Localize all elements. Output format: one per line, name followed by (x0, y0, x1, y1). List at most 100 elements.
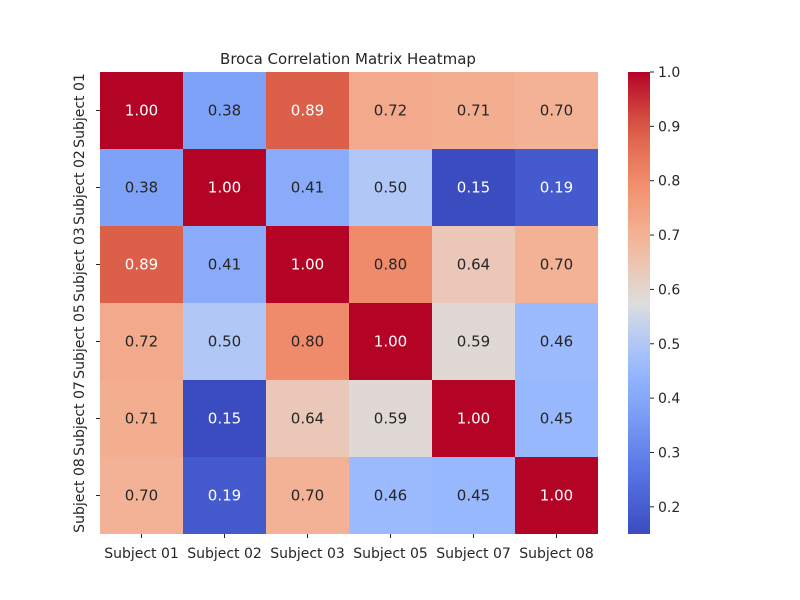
cell-value-label: 0.70 (540, 102, 573, 120)
cell-value-label: 0.80 (291, 333, 324, 351)
cell-value-label: 1.00 (291, 256, 324, 274)
colorbar-tick-label: 0.4 (658, 391, 680, 407)
cell-value-label: 0.15 (457, 179, 490, 197)
heatmap-cell (349, 226, 432, 303)
cell-value-label: 0.59 (457, 333, 490, 351)
heatmap-cell (515, 72, 598, 149)
heatmap-cell (432, 149, 515, 226)
column-labels: Subject 01 Subject 02 Subject 03 Subject 05… (104, 534, 594, 562)
cell-value-label: 0.46 (374, 487, 407, 505)
cell-value-label: 0.41 (208, 256, 241, 274)
heatmap-cell (183, 457, 266, 534)
heatmap-cell (183, 380, 266, 457)
cell-value-label: 0.89 (291, 102, 324, 120)
heatmap-cell (100, 226, 183, 303)
cell-value-label: 1.00 (457, 410, 490, 428)
heatmap-cell (515, 149, 598, 226)
cell-value-label: 0.59 (374, 410, 407, 428)
cell-value-label: 0.80 (374, 256, 407, 274)
cell-value-label: 0.72 (374, 102, 407, 120)
heatmap-cell (432, 380, 515, 457)
heatmap-cell (266, 457, 349, 534)
cell-value-label: 0.45 (457, 487, 490, 505)
heatmap-cell (515, 303, 598, 380)
heatmap-cell (183, 226, 266, 303)
heatmap-cell (183, 72, 266, 149)
colorbar-tick-label: 0.5 (658, 337, 680, 353)
heatmap-cell (266, 149, 349, 226)
heatmap-cell (432, 303, 515, 380)
cell-value-label: 0.41 (291, 179, 324, 197)
cell-value-label: 0.50 (208, 333, 241, 351)
cell-value-label: 0.71 (457, 102, 490, 120)
colorbar-tick-label: 1.0 (658, 65, 680, 81)
heatmap-cell (349, 72, 432, 149)
row-label: Subject 08 (72, 458, 88, 533)
column-label: Subject 07 (436, 546, 511, 562)
cell-value-label: 0.70 (291, 487, 324, 505)
heatmap-cell (100, 457, 183, 534)
colorbar-tick-label: 0.7 (658, 228, 680, 244)
cell-value-label: 1.00 (125, 102, 158, 120)
row-label: Subject 02 (72, 150, 88, 225)
column-label: Subject 05 (353, 546, 428, 562)
cell-value-label: 0.19 (540, 179, 573, 197)
heatmap-cell (100, 72, 183, 149)
heatmap-cell (432, 226, 515, 303)
cell-value-label: 1.00 (374, 333, 407, 351)
cell-value-label: 0.50 (374, 179, 407, 197)
heatmap-cells: 1.00 0.38 0.89 0.72 0.71 0.70 0.38 1.00 0.41 0.50… (100, 72, 598, 534)
colorbar: 0.2 0.3 0.4 0.5 0.6 0.7 0.8 0.9 1.0 (628, 65, 680, 534)
column-label: Subject 03 (270, 546, 345, 562)
cell-value-label: 0.71 (125, 410, 158, 428)
row-label: Subject 03 (72, 227, 88, 302)
colorbar-tick-label: 0.9 (658, 119, 680, 135)
colorbar-tick-label: 0.6 (658, 282, 680, 298)
heatmap-cell (515, 226, 598, 303)
cell-value-label: 0.70 (540, 256, 573, 274)
column-label: Subject 08 (519, 546, 594, 562)
row-labels: Subject 01 Subject 02 Subject 03 Subject 05… (72, 73, 100, 533)
cell-value-label: 0.72 (125, 333, 158, 351)
cell-value-label: 0.45 (540, 410, 573, 428)
cell-value-label: 0.89 (125, 256, 158, 274)
heatmap-cell (266, 303, 349, 380)
heatmap-cell (432, 457, 515, 534)
heatmap-cell (349, 457, 432, 534)
colorbar-tick-label: 0.3 (658, 445, 680, 461)
cell-value-label: 0.38 (125, 179, 158, 197)
heatmap-cell (100, 149, 183, 226)
column-label: Subject 01 (104, 546, 179, 562)
cell-value-label: 0.15 (208, 410, 241, 428)
cell-value-label: 0.46 (540, 333, 573, 351)
cell-value-label: 0.38 (208, 102, 241, 120)
heatmap-cell (183, 149, 266, 226)
chart-title: Broca Correlation Matrix Heatmap (220, 50, 476, 68)
row-label: Subject 05 (72, 304, 88, 379)
row-label: Subject 01 (72, 73, 88, 148)
cell-value-label: 1.00 (540, 487, 573, 505)
column-label: Subject 02 (187, 546, 262, 562)
colorbar-tick-label: 0.8 (658, 174, 680, 190)
colorbar-tick-label: 0.2 (658, 500, 680, 516)
heatmap-cell (349, 149, 432, 226)
heatmap-cell (100, 380, 183, 457)
heatmap-cell (266, 380, 349, 457)
cell-value-label: 0.64 (457, 256, 490, 274)
heatmap-cell (183, 303, 266, 380)
cell-value-label: 0.64 (291, 410, 324, 428)
heatmap-cell (515, 380, 598, 457)
heatmap-cell (349, 380, 432, 457)
heatmap-cell (349, 303, 432, 380)
heatmap-cell (266, 72, 349, 149)
heatmap-cell (266, 226, 349, 303)
heatmap-cell (515, 457, 598, 534)
row-label: Subject 07 (72, 381, 88, 456)
heatmap-cell (100, 303, 183, 380)
heatmap-cell (432, 72, 515, 149)
cell-value-label: 1.00 (208, 179, 241, 197)
colorbar-gradient (628, 72, 650, 534)
cell-value-label: 0.19 (208, 487, 241, 505)
cell-value-label: 0.70 (125, 487, 158, 505)
